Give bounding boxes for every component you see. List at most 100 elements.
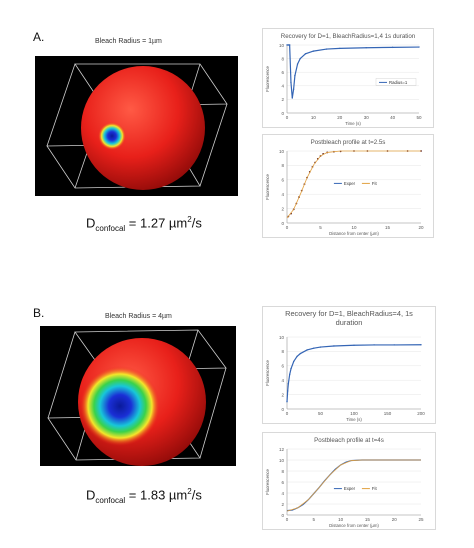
y-tick-label: 10	[279, 149, 285, 154]
chart-title: Postbleach profile at t=4s	[314, 437, 384, 444]
y-tick-label: 2	[281, 502, 284, 507]
series-line	[286, 459, 421, 512]
panel-a-bleach-spot	[98, 122, 126, 150]
panel-b-bleach-spot	[80, 366, 160, 446]
y-tick-label: 6	[281, 178, 284, 183]
chart-title: Postbleach profile at t=2.5s	[311, 139, 386, 146]
chart-title: Recovery for D=1, BleachRadius=4, 1s dura…	[285, 309, 413, 327]
legend-label: Radius=1	[389, 80, 408, 85]
data-point	[304, 53, 307, 55]
y-tick-label: 10	[279, 335, 285, 340]
panel-a-sphere	[81, 66, 205, 190]
data-point	[286, 44, 288, 46]
legend-box	[375, 78, 417, 86]
y-tick-label: 4	[281, 378, 284, 383]
data-point	[373, 344, 375, 346]
data-point	[420, 344, 422, 346]
panel-b-render	[40, 326, 236, 466]
data-point	[333, 345, 335, 347]
y-tick-label: 8	[281, 469, 284, 474]
y-tick-label: 2	[281, 206, 284, 211]
x-tick-label: 40	[390, 115, 396, 120]
panel-b-render-title: Bleach Radius = 4µm	[105, 313, 172, 320]
chart-b-profile: Postbleach profile at t=4s 0 2 4 6 8 10 12 0 5 10 1…	[262, 432, 436, 530]
series-line	[286, 150, 421, 219]
y-tick-label: 4	[281, 192, 284, 197]
y-tick-label: 6	[281, 364, 284, 369]
x-tick-label: 100	[350, 411, 358, 416]
x-axis-label: Distance from center (µm)	[329, 523, 379, 528]
y-tick-label: 10	[279, 458, 285, 463]
x-tick-label: 0	[286, 517, 289, 522]
x-tick-label: 200	[417, 411, 425, 416]
data-point	[325, 48, 328, 50]
y-tick-label: 8	[281, 349, 284, 354]
data-point	[391, 46, 394, 49]
y-axis-label: Fluorescence	[265, 65, 270, 91]
x-tick-label: 5	[313, 517, 316, 522]
x-axis-label: Time (s)	[345, 121, 361, 126]
y-axis-label: Fluorescence	[265, 468, 270, 494]
x-tick-label: 10	[351, 225, 357, 230]
x-tick-label: 15	[365, 517, 371, 522]
y-tick-label: 4	[281, 491, 284, 496]
data-point	[306, 349, 308, 351]
data-point	[294, 74, 296, 77]
y-tick-label: 12	[279, 447, 285, 452]
data-point	[288, 373, 291, 376]
chart-3-svg: Postbleach profile at t=4s 0 2 4 6 8 10 12 0 5 10 1…	[265, 437, 424, 528]
data-point	[365, 47, 367, 49]
data-point	[296, 355, 298, 358]
x-tick-label: 20	[418, 225, 424, 230]
chart-title: Recovery for D=1, BleachRadius=1,4 1s du…	[281, 33, 416, 40]
y-tick-label: 2	[281, 97, 284, 102]
y-tick-label: 8	[281, 56, 284, 61]
y-axis-label: Fluorescence	[265, 359, 270, 385]
chart-2-svg: Recovery for D=1, BleachRadius=4, 1s dura…	[265, 309, 425, 422]
x-tick-label: 0	[286, 411, 289, 416]
panel-b-diffusion-value: Dconfocal = 1.83 µm2/s	[86, 487, 202, 505]
data-point	[287, 383, 290, 385]
data-point	[339, 47, 341, 50]
legend-label: Exper	[344, 486, 356, 491]
y-tick-label: 2	[281, 392, 284, 397]
data-point	[287, 44, 290, 46]
y-tick-label: 4	[281, 84, 284, 89]
data-point	[286, 390, 289, 392]
x-tick-label: 10	[311, 115, 317, 120]
data-point	[288, 44, 291, 46]
panel-a-render-title: Bleach Radius = 1µm	[95, 38, 162, 45]
x-tick-label: 50	[318, 411, 324, 416]
legend-label: Fit	[372, 181, 378, 186]
data-point	[312, 50, 315, 52]
x-tick-label: 0	[286, 225, 289, 230]
x-tick-label: 10	[338, 517, 344, 522]
y-tick-label: 6	[281, 70, 284, 75]
chart-1-svg: Postbleach profile at t=2.5s 0 2 4 6 8 10 0 5 10 1…	[265, 139, 424, 236]
x-tick-label: 150	[384, 411, 392, 416]
chart-0-svg: Recovery for D=1, BleachRadius=1,4 1s du…	[265, 33, 422, 126]
panel-a-render	[35, 56, 238, 196]
x-tick-label: 25	[418, 517, 424, 522]
legend-label: Exper	[344, 181, 356, 186]
chart-a-profile: Postbleach profile at t=2.5s 0 2 4 6 8 10 0 5 10 1…	[262, 134, 434, 238]
x-tick-label: 50	[416, 115, 422, 120]
panel-a-diffusion-value: Dconfocal = 1.27 µm2/s	[86, 215, 202, 233]
panel-a-label: A.	[33, 30, 45, 44]
data-point	[319, 346, 322, 348]
data-point	[290, 81, 292, 84]
data-point	[292, 88, 295, 90]
y-tick-label: 0	[281, 221, 284, 226]
y-tick-label: 10	[279, 43, 285, 48]
data-point	[290, 367, 292, 370]
y-tick-label: 0	[281, 111, 284, 116]
data-point	[293, 360, 295, 363]
chart-b-recovery: Recovery for D=1, BleachRadius=4, 1s dura…	[262, 306, 436, 424]
x-tick-label: 0	[286, 115, 289, 120]
chart-a-recovery: Recovery for D=1, BleachRadius=1,4 1s du…	[262, 28, 434, 128]
y-tick-label: 8	[281, 163, 284, 168]
x-axis-label: Time (s)	[346, 417, 362, 422]
legend-label: Fit	[372, 486, 378, 491]
y-tick-label: 0	[281, 513, 284, 518]
y-tick-label: 0	[281, 407, 284, 412]
